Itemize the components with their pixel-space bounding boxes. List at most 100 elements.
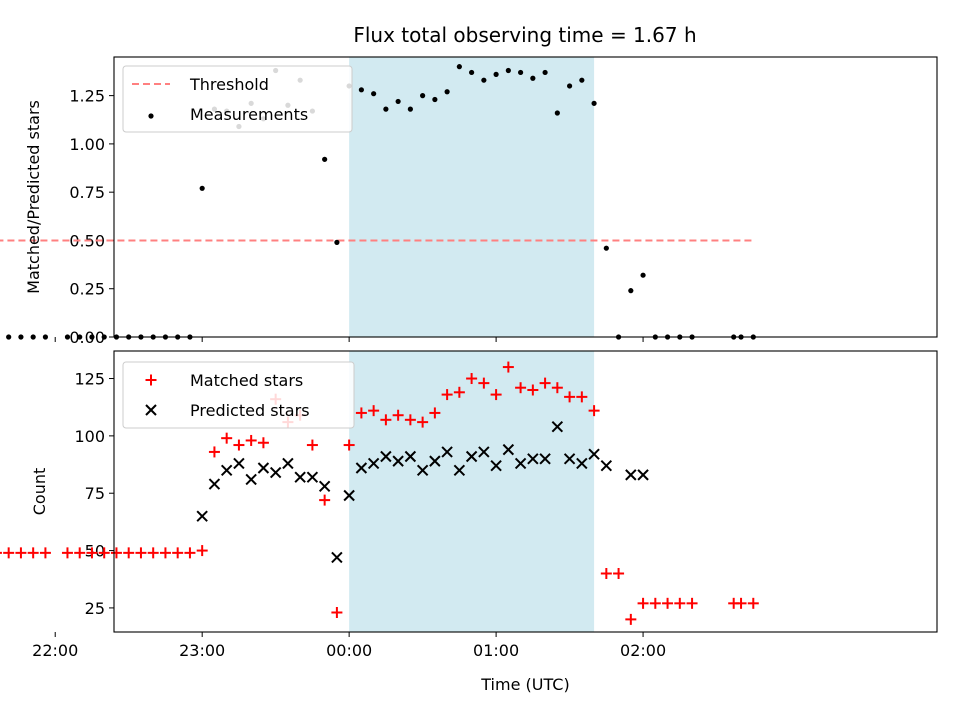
bottom-y-tick-label: 25 (85, 599, 105, 618)
matched-star-marker (417, 416, 429, 428)
predicted-marker-b (490, 459, 502, 472)
measurement-point (579, 77, 585, 83)
matched-star-marker (257, 437, 269, 449)
matched-star-marker (625, 613, 637, 625)
predicted-marker-b (257, 462, 270, 474)
measurement-point (420, 93, 426, 99)
matched-star-marker (747, 597, 759, 609)
predicted-marker-b (563, 453, 576, 465)
matched-star-marker (135, 547, 147, 559)
matched-star-marker (613, 568, 625, 580)
top-y-axis: 0.000.250.500.751.001.25 (69, 87, 114, 347)
predicted-star-marker (208, 478, 221, 490)
bottom-axes-frame (113, 350, 938, 633)
predicted-star-marker (563, 453, 576, 465)
matched-star-marker (600, 568, 612, 580)
measurement-point (554, 110, 560, 116)
matched-star-marker (3, 547, 15, 559)
measurement-point (591, 100, 597, 106)
predicted-star-marker (282, 457, 294, 470)
predicted-marker-b (294, 471, 306, 483)
matched-star-marker (368, 405, 380, 417)
measurement-point (469, 69, 475, 76)
predicted-star-marker (588, 448, 600, 460)
predicted-marker-b (429, 455, 441, 467)
matched-star-marker (453, 386, 465, 398)
matched-star-marker (110, 547, 122, 559)
matched-star-marker (0, 551, 2, 554)
bottom-y-tick-label: 100 (74, 427, 105, 446)
top-panel: 0.000.250.500.751.001.25 Matched/Predict… (0, 56, 938, 347)
predicted-marker-b (637, 469, 649, 481)
predicted-marker-b (441, 446, 453, 458)
matched-star-marker (245, 434, 257, 446)
top-x-ticks (54, 337, 644, 342)
predicted-marker-b (196, 510, 208, 522)
measurement-point (42, 334, 49, 340)
matched-star-marker (404, 414, 416, 426)
matched-star-marker (233, 439, 245, 451)
predicted-marker-b (600, 459, 613, 472)
predicted-star-marker (331, 551, 343, 564)
matched-star-marker (539, 377, 551, 389)
predicted-marker-b (478, 446, 490, 458)
predicted-star-marker (453, 464, 466, 476)
predicted-star-marker (355, 462, 368, 474)
x-tick-label: 00:00 (326, 641, 372, 660)
matched-star-marker (98, 547, 110, 559)
predicted-marker-b (392, 455, 404, 467)
predicted-star-marker (429, 455, 441, 467)
bottom-panel: 25 50 75 100 125 22:00 23:00 00:00 01:00 02:00 C… (0, 350, 938, 694)
predicted-marker-b (380, 450, 392, 463)
predicted-marker-b (539, 453, 551, 465)
x-tick-label: 02:00 (620, 641, 666, 660)
measurement-point (371, 91, 377, 97)
matched-star-marker (355, 407, 367, 419)
measurement-point (628, 288, 634, 294)
matched-star-marker (527, 384, 539, 396)
measurement-point (101, 334, 107, 340)
predicted-star-marker (233, 457, 245, 470)
predicted-marker-b (576, 457, 588, 470)
matched-star-marker (208, 446, 220, 458)
matched-star-marker (172, 547, 184, 559)
measurement-point (505, 67, 511, 74)
predicted-marker-b (331, 551, 343, 564)
matched-star-marker (564, 391, 576, 403)
matched-star-marker (392, 409, 404, 421)
predicted-star-marker (294, 471, 306, 483)
matched-star-marker (196, 545, 208, 557)
measurement-point (358, 87, 364, 93)
bottom-y-tick-label: 75 (85, 484, 105, 503)
bottom-y-tick-label: 50 (85, 542, 105, 561)
predicted-marker-b (404, 450, 417, 463)
matched-star-marker (686, 597, 698, 609)
predicted-marker-b (367, 457, 380, 470)
predicted-marker-b (502, 443, 515, 456)
predicted-marker-b (233, 457, 245, 470)
x-tick-label: 01:00 (473, 641, 519, 660)
top-y-tick-label: 0.25 (69, 280, 105, 299)
top-y-axis-label: Matched/Predicted stars (24, 100, 43, 294)
measurement-point (64, 334, 71, 340)
matched-star-marker (86, 547, 98, 559)
matched-star-marker (478, 377, 490, 389)
matched-star-marker (15, 547, 27, 559)
matched-star-marker (343, 439, 355, 451)
legend-label: Measurements (190, 105, 308, 124)
measurement-point (199, 185, 205, 191)
measurement-point (530, 75, 536, 81)
top-y-tick-label: 0.00 (69, 328, 105, 347)
predicted-star-marker (245, 473, 257, 486)
top-y-tick-label: 0.75 (69, 183, 105, 202)
predicted-marker-b (588, 448, 600, 460)
measurement-point (566, 83, 573, 89)
predicted-marker-b (208, 478, 221, 490)
matched-star-marker (331, 607, 343, 619)
matched-star-marker (159, 547, 171, 559)
predicted-star-marker (306, 471, 319, 483)
legend-predicted-swatch-b (145, 404, 157, 416)
matched-star-marker (147, 547, 159, 559)
top-y-tick-label: 1.25 (69, 87, 105, 106)
matched-star-marker (502, 361, 514, 373)
